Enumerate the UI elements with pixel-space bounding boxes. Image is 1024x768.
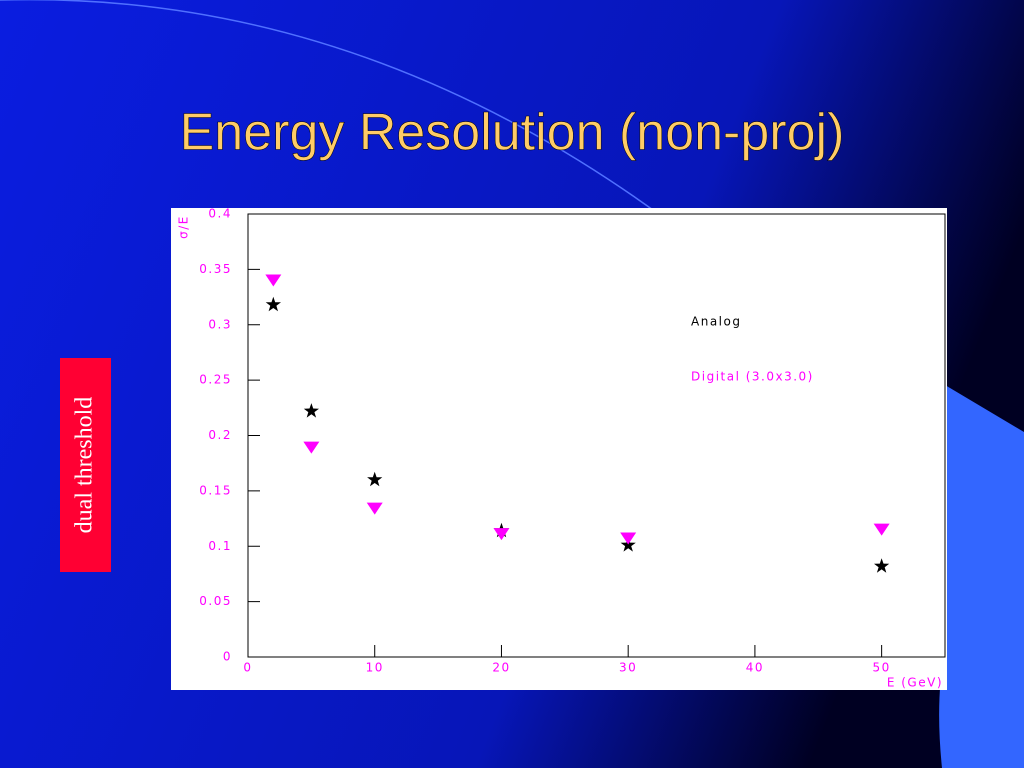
plot-panel bbox=[171, 208, 947, 690]
y-tick-label: 0.25 bbox=[199, 373, 232, 387]
decor-curve bbox=[0, 0, 661, 216]
legend-entry: Digital (3.0x3.0) bbox=[691, 370, 814, 384]
x-tick-label: 50 bbox=[872, 661, 890, 675]
point bbox=[873, 523, 890, 536]
point bbox=[620, 532, 637, 545]
point bbox=[493, 528, 510, 541]
point bbox=[265, 296, 281, 312]
y-tick-label: 0 bbox=[223, 650, 232, 664]
side-box bbox=[60, 358, 111, 572]
side-label: dual threshold bbox=[72, 397, 98, 534]
point bbox=[366, 502, 383, 515]
x-tick-label: 20 bbox=[492, 661, 510, 675]
x-tick-label: 40 bbox=[746, 661, 764, 675]
y-tick-label: 0.15 bbox=[199, 483, 232, 497]
point bbox=[303, 403, 319, 418]
y-tick-label: 0.2 bbox=[208, 428, 232, 442]
y-axis-label: σ/E bbox=[177, 215, 191, 239]
x-axis-label: E (GeV) bbox=[887, 676, 943, 690]
point bbox=[367, 471, 383, 487]
y-tick-label: 0.35 bbox=[199, 262, 232, 276]
point bbox=[265, 274, 282, 287]
x-tick-label: 0 bbox=[243, 661, 252, 675]
point bbox=[303, 441, 320, 454]
slide-title: Energy Resolution (non-proj) bbox=[180, 104, 845, 162]
y-tick-label: 0.1 bbox=[208, 539, 232, 553]
x-tick-label: 10 bbox=[366, 661, 384, 675]
decor-shape bbox=[939, 385, 1024, 768]
x-tick-label: 30 bbox=[619, 661, 637, 675]
y-tick-label: 0.4 bbox=[208, 207, 232, 221]
legend-entry: Analog bbox=[691, 315, 741, 329]
y-tick-label: 0.05 bbox=[199, 594, 232, 608]
y-tick-label: 0.3 bbox=[208, 317, 232, 331]
point bbox=[874, 558, 890, 573]
